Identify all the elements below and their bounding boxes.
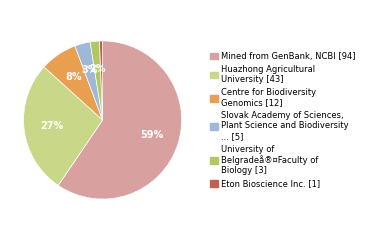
Text: 27%: 27% [40,121,63,131]
Wedge shape [100,41,103,120]
Wedge shape [58,41,182,199]
Legend: Mined from GenBank, NCBI [94], Huazhong Agricultural
University [43], Centre for: Mined from GenBank, NCBI [94], Huazhong … [209,52,356,188]
Text: 8%: 8% [65,72,82,83]
Wedge shape [90,41,103,120]
Wedge shape [24,67,103,185]
Wedge shape [75,42,103,120]
Text: 3%: 3% [81,65,98,75]
Wedge shape [44,46,103,120]
Text: 2%: 2% [89,64,106,74]
Text: 59%: 59% [140,130,163,140]
